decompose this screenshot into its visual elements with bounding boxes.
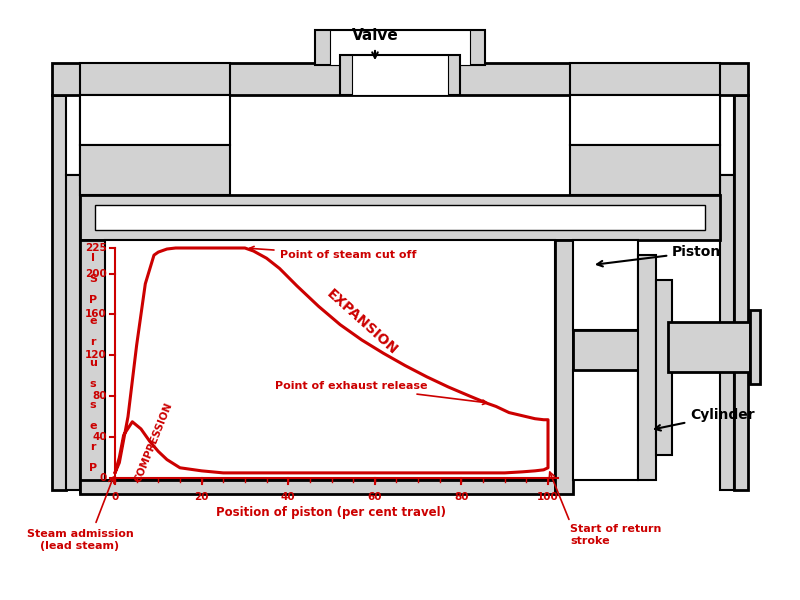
Text: Start of return
stroke: Start of return stroke [570, 524, 662, 546]
Text: r: r [90, 337, 96, 347]
Bar [570, 95, 720, 145]
Text: Point of steam cut off: Point of steam cut off [250, 247, 416, 260]
Text: Valve: Valve [352, 28, 398, 43]
Text: s: s [90, 379, 96, 389]
Bar [340, 55, 460, 95]
Text: 160: 160 [86, 310, 107, 319]
Text: 0: 0 [100, 473, 107, 483]
Bar [720, 95, 734, 175]
Bar [573, 240, 638, 330]
Text: e: e [90, 316, 97, 326]
Bar [750, 310, 760, 384]
Text: 120: 120 [86, 350, 107, 361]
Text: 225: 225 [86, 243, 107, 253]
Text: 0: 0 [111, 492, 118, 502]
Text: Point of exhaust release: Point of exhaust release [275, 381, 487, 404]
Bar [66, 95, 80, 175]
Text: 20: 20 [194, 492, 209, 502]
Text: Position of piston (per cent travel): Position of piston (per cent travel) [217, 506, 446, 519]
Bar [570, 145, 720, 195]
Bar [330, 30, 470, 65]
Bar [720, 175, 734, 490]
Text: P: P [89, 463, 97, 473]
Bar [80, 480, 555, 494]
Bar [105, 240, 555, 480]
Text: Steam admission
(lead steam): Steam admission (lead steam) [26, 529, 134, 551]
Text: 200: 200 [86, 269, 107, 278]
Bar [80, 63, 230, 95]
Bar [80, 240, 105, 492]
Text: I: I [91, 253, 95, 263]
Bar [80, 145, 230, 195]
Bar [570, 63, 720, 95]
Text: COMPRESSION: COMPRESSION [134, 401, 174, 484]
Text: 80: 80 [454, 492, 469, 502]
Text: 80: 80 [93, 391, 107, 401]
Text: P: P [89, 295, 97, 305]
Text: Cylinder: Cylinder [655, 408, 754, 431]
Bar [656, 280, 672, 455]
Bar [573, 370, 638, 480]
Bar [668, 322, 750, 372]
Bar [734, 95, 748, 490]
Text: 40: 40 [281, 492, 295, 502]
Text: EXPANSION: EXPANSION [323, 287, 400, 358]
Bar [573, 330, 668, 370]
Bar [638, 255, 656, 480]
Bar [52, 95, 66, 490]
Bar [555, 240, 573, 494]
Text: 100: 100 [537, 492, 559, 502]
Bar [95, 205, 705, 230]
Bar [80, 95, 230, 145]
Text: s: s [90, 400, 96, 410]
Bar [66, 175, 80, 490]
Bar [315, 30, 485, 65]
Text: u: u [89, 358, 97, 368]
Bar [80, 195, 720, 240]
Text: S: S [89, 274, 97, 284]
Text: 60: 60 [367, 492, 382, 502]
Bar [352, 55, 448, 95]
Text: e: e [90, 421, 97, 431]
Text: r: r [90, 442, 96, 452]
Bar [52, 63, 748, 95]
Text: Piston: Piston [597, 245, 722, 266]
Text: 40: 40 [92, 432, 107, 442]
